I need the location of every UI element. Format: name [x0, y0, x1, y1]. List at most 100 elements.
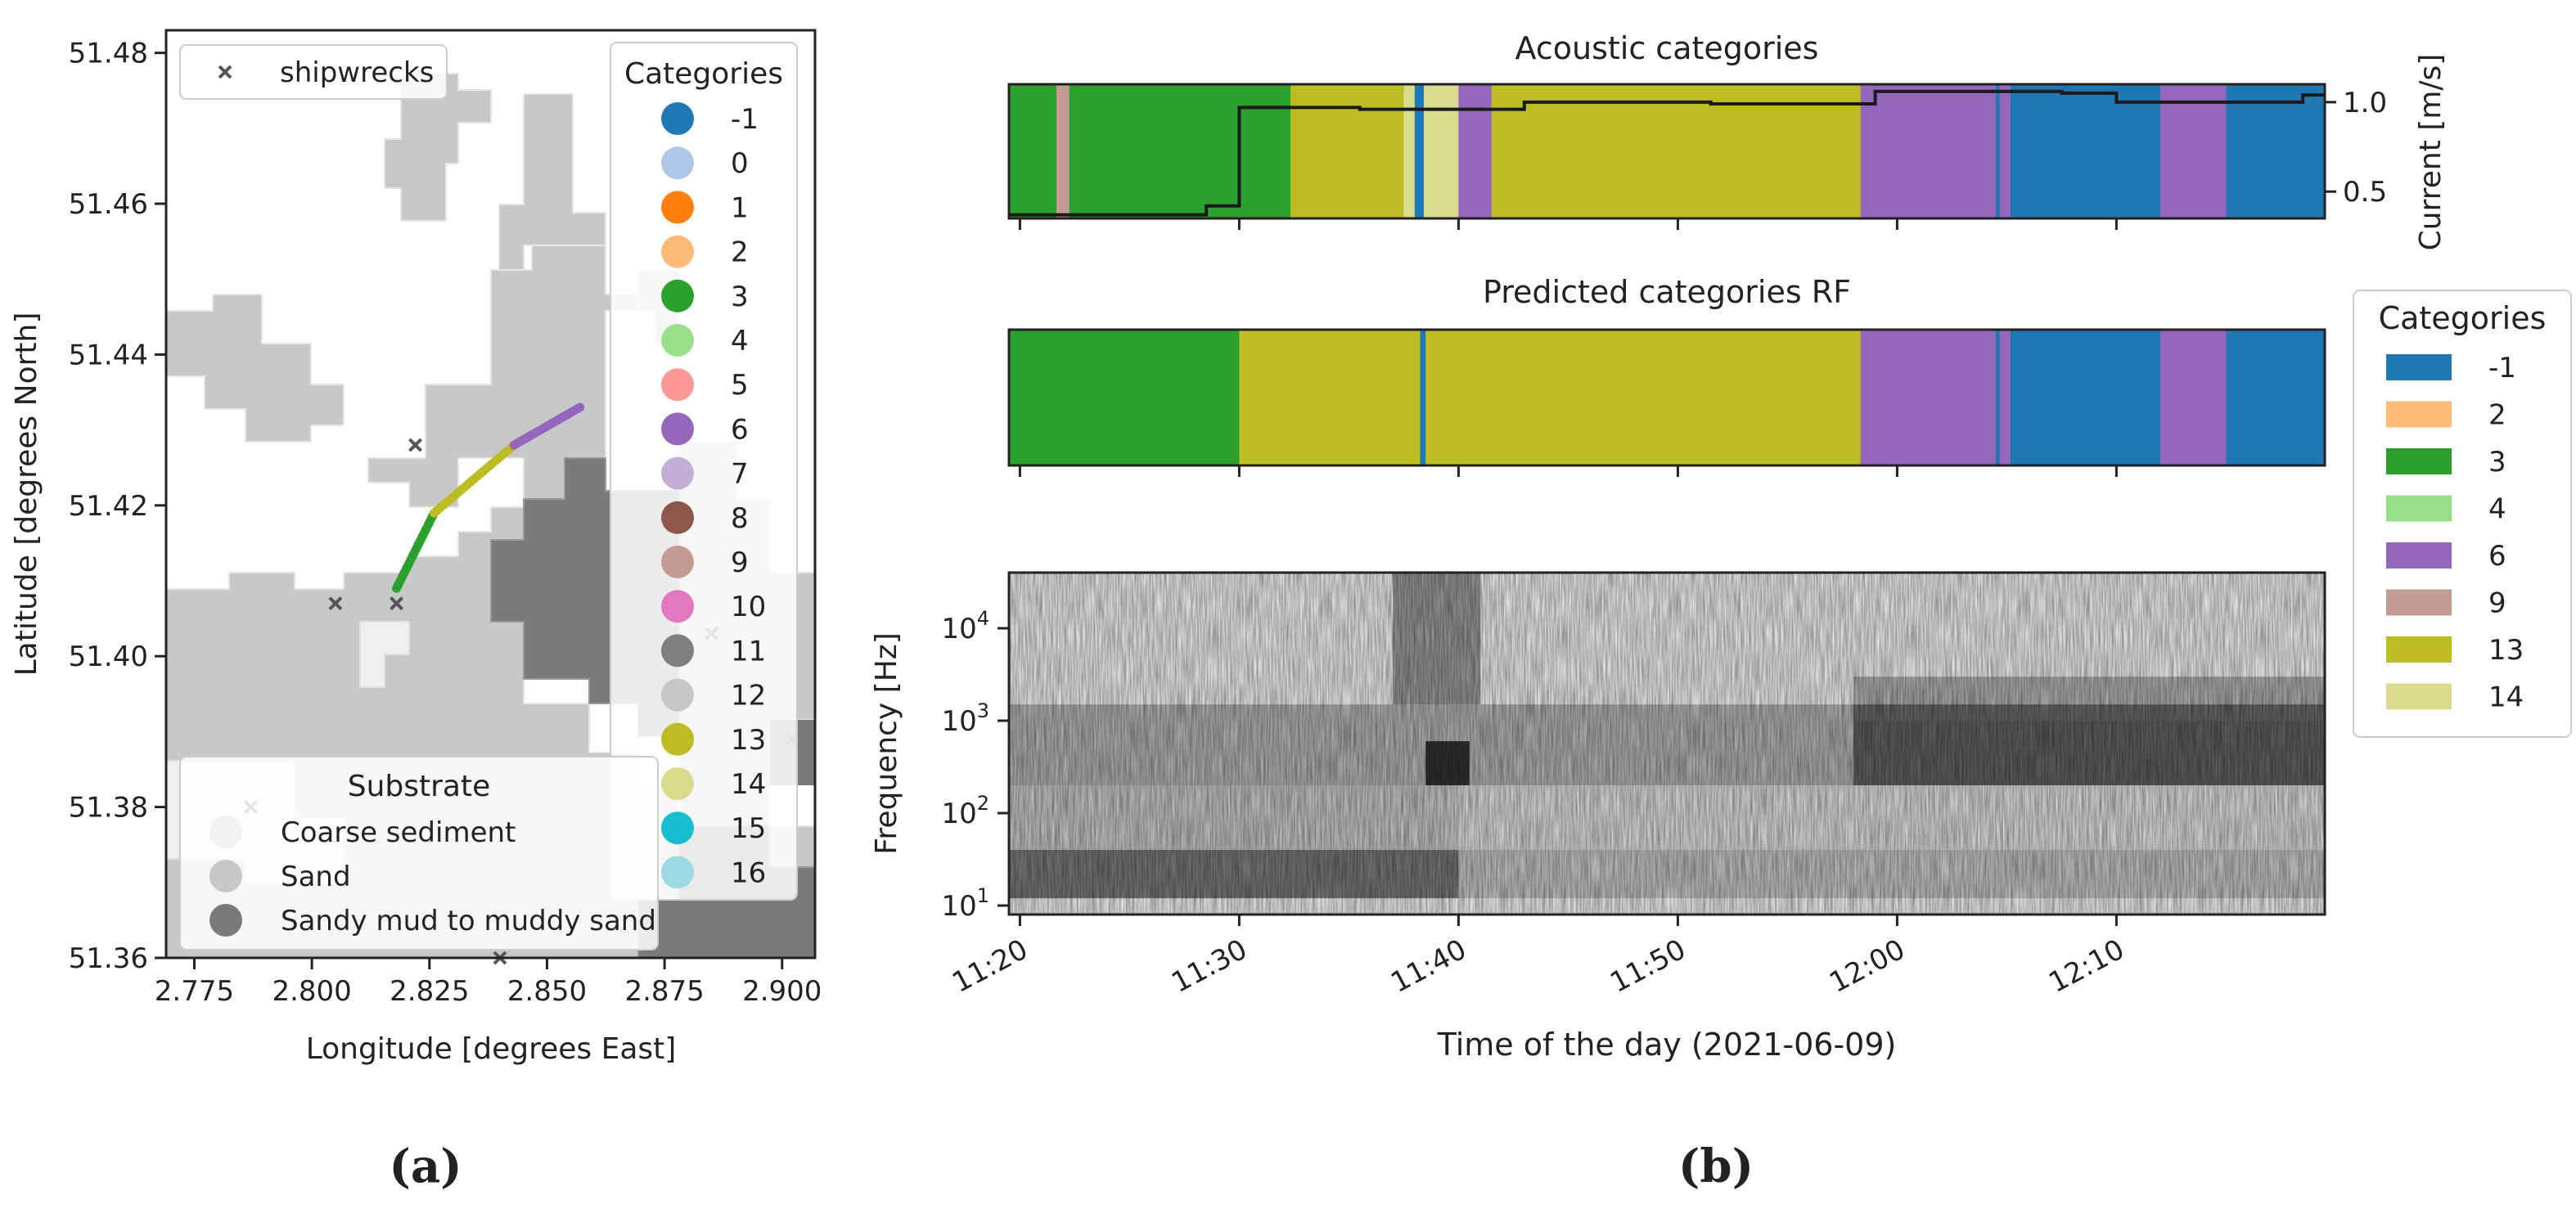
legend-b-label: 13: [2488, 634, 2524, 667]
map-xtick-label: 2.900: [742, 975, 822, 1008]
substrate-legend: Substrate Coarse sediment Sand Sandy mud t…: [179, 756, 659, 951]
panel-b: Acoustic categories 1.0 0.5 Current [m/s]…: [870, 30, 2572, 1193]
category-segment: [2010, 330, 2161, 465]
sand-region: [166, 294, 345, 443]
category-label: 12: [731, 680, 766, 712]
category-swatch: [661, 279, 694, 312]
shipwreck-marker: [408, 438, 422, 452]
map-ticks: 2.775 2.800 2.825 2.850 2.875 2.900 51.48 51.46…: [69, 38, 822, 1008]
legend-b-label: 14: [2488, 681, 2524, 714]
legend-b-label: 6: [2488, 540, 2506, 573]
category-segment: [1414, 84, 1425, 218]
legend-b-label: 9: [2488, 587, 2506, 620]
category-segment: [1996, 84, 2000, 218]
category-label: 13: [731, 724, 766, 757]
current-ytick-label: 0.5: [2343, 176, 2387, 209]
categories-legend-b: Categories -1 2 3 4 6 9 13 14: [2353, 290, 2572, 738]
time-tick-label: 11:50: [1605, 933, 1691, 1000]
time-tick-label: 11:30: [1166, 933, 1252, 1000]
time-tick-label: 12:10: [2043, 933, 2129, 1000]
time-tick-label: 12:00: [1824, 933, 1910, 1000]
panel-a: 2.775 2.800 2.825 2.850 2.875 2.900 51.48 51.46…: [10, 29, 822, 1193]
track-point: [575, 402, 585, 412]
category-segment: [1403, 84, 1416, 218]
legend-b-label: 2: [2488, 399, 2506, 432]
category-label: 2: [731, 236, 749, 269]
category-swatch: [661, 722, 694, 756]
acoustic-title: Acoustic categories: [1515, 30, 1819, 66]
categories-legend-b-items: -1 2 3 4 6 9 13 14: [2386, 352, 2524, 714]
shipwreck-legend-marker: [218, 65, 232, 79]
legend-b-swatch: [2386, 354, 2452, 380]
category-segment: [2010, 84, 2161, 218]
spectrogram: [1009, 573, 2325, 915]
category-label: 5: [731, 369, 749, 402]
legend-b-label: 3: [2488, 446, 2506, 479]
current-ylabel: Current [m/s]: [2414, 54, 2448, 251]
category-swatch: [661, 368, 694, 402]
category-label: 16: [731, 856, 766, 889]
shipwrecks-legend: shipwrecks: [179, 44, 448, 100]
category-segment: [1860, 84, 1997, 218]
category-swatch: [661, 146, 694, 180]
panel-b-label: (b): [1678, 1139, 1754, 1193]
category-label: 14: [731, 768, 766, 801]
category-swatch: [661, 546, 694, 578]
spectrogram-frame: [1007, 571, 2326, 916]
shipwreck-marker: [328, 596, 343, 611]
category-segment: [2226, 84, 2326, 218]
category-swatch: [661, 856, 694, 889]
panel-a-label: (a): [389, 1139, 462, 1193]
map-ytick-label: 51.36: [69, 942, 148, 975]
map-ytick-label: 51.38: [69, 792, 148, 825]
map-ytick-label: 51.42: [69, 490, 148, 523]
current-step-line: [1009, 89, 2325, 217]
map-ytick-label: 51.44: [69, 339, 148, 371]
spectrogram-ytick-label: 103: [941, 699, 989, 738]
predicted-categories-strip: [1009, 330, 2326, 465]
substrate-label: Coarse sediment: [281, 816, 516, 849]
category-segment: [1239, 330, 1421, 465]
spectrogram-ytick-label: 104: [941, 607, 989, 645]
category-swatch: [661, 412, 694, 446]
category-label: 10: [731, 591, 766, 623]
map-ytick-label: 51.48: [69, 38, 148, 70]
category-segment: [2226, 330, 2326, 465]
category-label: 3: [731, 281, 749, 313]
spectrogram-ytick-label: 102: [941, 792, 989, 830]
acoustic-categories-strip: [1009, 84, 2326, 218]
category-segment: [1069, 84, 1291, 218]
categories-legend-a-title: Categories: [624, 57, 783, 91]
legend-b-swatch: [2386, 542, 2452, 569]
coarse-region: [359, 621, 410, 688]
category-segment: [2160, 84, 2227, 218]
spectrogram-ytick-label: 101: [941, 884, 989, 923]
category-segment: [1009, 330, 1240, 465]
legend-b-swatch: [2386, 636, 2452, 663]
category-swatch: [661, 191, 694, 224]
category-swatch: [661, 501, 694, 534]
substrate-swatch: [209, 816, 242, 848]
category-swatch: [661, 102, 694, 135]
category-segment: [1999, 330, 2011, 465]
map-xtick-label: 2.800: [272, 975, 351, 1008]
category-label: -1: [731, 103, 759, 136]
legend-b-swatch: [2386, 495, 2452, 522]
substrate-legend-title: Substrate: [348, 770, 491, 803]
category-label: 9: [731, 546, 749, 579]
map-xtick-label: 2.775: [155, 975, 234, 1008]
predicted-title: Predicted categories RF: [1483, 274, 1851, 310]
category-swatch: [661, 456, 694, 490]
acoustic-frame: [1007, 83, 2326, 220]
spectrogram-yticks: 101 102 103 104: [941, 607, 1009, 923]
substrate-swatch: [209, 860, 242, 892]
category-swatch: [661, 324, 694, 357]
category-swatch: [661, 767, 694, 800]
time-xlabel: Time of the day (2021-06-09): [1437, 1027, 1897, 1063]
category-swatch: [661, 235, 694, 268]
legend-b-swatch: [2386, 589, 2452, 616]
category-segment: [1425, 330, 1862, 465]
